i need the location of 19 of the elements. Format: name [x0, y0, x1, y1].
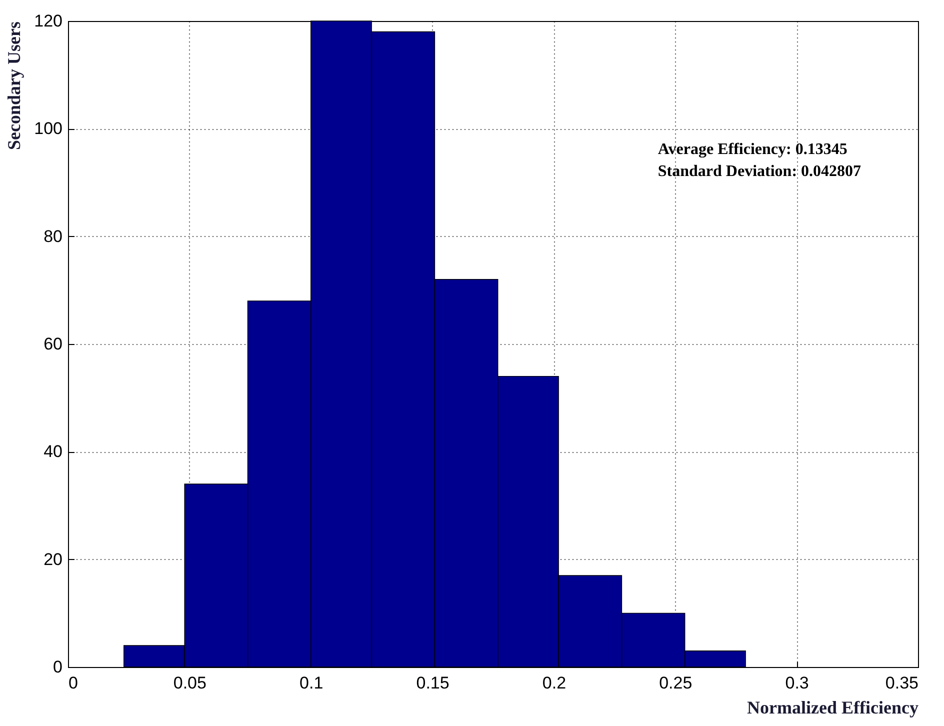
y-tick-label: 120 — [34, 12, 62, 30]
x-tick-label: 0.3 — [785, 674, 809, 692]
x-axis-title: Normalized Efficiency — [747, 698, 918, 718]
x-tick-label: 0.1 — [300, 674, 324, 692]
x-tick-label: 0.25 — [659, 674, 692, 692]
y-tick-label: 0 — [53, 658, 62, 676]
y-tick-label: 80 — [44, 226, 62, 246]
y-tick-label: 20 — [44, 550, 62, 569]
annotation: Average Efficiency: 0.13345 — [658, 141, 848, 158]
y-tick-label: 60 — [44, 334, 62, 354]
x-tick-label: 0 — [68, 674, 78, 692]
y-axis-title: Secondary Users — [4, 22, 24, 150]
annotation: Standard Deviation: 0.042807 — [658, 163, 862, 180]
y-tick-label: 100 — [34, 119, 62, 138]
x-tick-label: 0.15 — [416, 674, 450, 692]
y-tick-label: 40 — [44, 442, 62, 462]
x-tick-label: 0.05 — [173, 674, 206, 692]
x-tick-label: 0.2 — [542, 674, 566, 692]
x-tick-label: 0.35 — [885, 674, 918, 692]
